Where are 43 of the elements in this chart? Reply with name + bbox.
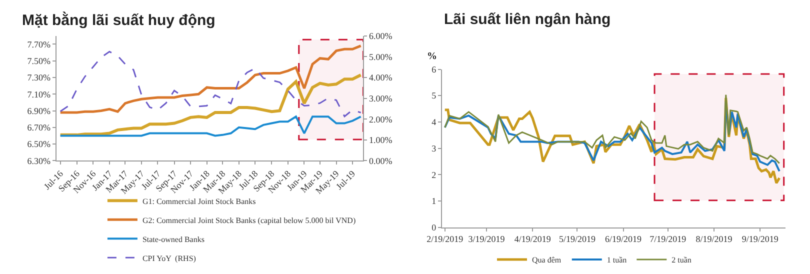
line-series xyxy=(58,73,362,136)
chart-title: Lãi suất liên ngân hàng xyxy=(444,11,611,28)
line-series xyxy=(444,94,780,164)
y-tick-label: 7.10% xyxy=(27,89,52,100)
x-tick-label: 8/19/2019 xyxy=(696,234,733,244)
y-tick-label: 3 xyxy=(432,143,437,154)
y2-tick-label: 5.00% xyxy=(369,52,393,62)
y-tick-label: 1 xyxy=(432,196,436,206)
x-tick-label: 4/19/2019 xyxy=(514,234,552,244)
x-tick-label: 9/19/2019 xyxy=(742,234,779,244)
y-tick-label: 7.70% xyxy=(27,39,52,50)
legend-label: G2: Commercial Joint Stock Banks (capital below 5.000 bil VND) xyxy=(142,216,356,225)
y2-tick-label: 4.00% xyxy=(369,72,393,83)
y-tick-label: 6.50% xyxy=(27,139,52,150)
chart-title: Mặt bằng lãi suất huy động xyxy=(22,11,216,29)
x-tick-label: 3/19/2019 xyxy=(468,234,506,244)
line-series xyxy=(59,116,362,137)
y2-tick-label: 6.00% xyxy=(369,30,393,41)
y-tick-label: 7.50% xyxy=(27,56,52,66)
y-tick-label: 2 xyxy=(432,170,436,180)
x-tick-label: 2/19/2019 xyxy=(426,234,464,244)
y-tick-label: 5 xyxy=(432,90,437,101)
y-tick-label: 6 xyxy=(432,64,437,74)
legend-label: Qua đêm xyxy=(532,256,562,265)
y-tick-label: 0 xyxy=(432,222,437,232)
y2-tick-label: 2.00% xyxy=(369,114,393,124)
y-tick-label: 4 xyxy=(432,117,437,128)
y2-tick-label: 1.00% xyxy=(369,135,393,146)
y2-tick-label: 3.00% xyxy=(369,93,393,104)
legend-label: G1: Commercial Joint Stock Banks xyxy=(142,196,256,206)
y2-tick-label: 0.00% xyxy=(369,156,393,166)
legend-label: 2 tuần xyxy=(672,256,692,265)
y-tick-label: 6.70% xyxy=(27,122,52,133)
legend-label: 1 tuần xyxy=(606,256,627,265)
y-tick-label: 6.30% xyxy=(27,156,52,166)
y-axis-title: % xyxy=(427,51,437,62)
legend-label: State-owned Banks xyxy=(142,234,204,244)
y-tick-label: 6.90% xyxy=(27,106,52,116)
x-tick-label: 6/19/2019 xyxy=(605,234,642,244)
x-tick-label: 7/19/2019 xyxy=(650,234,687,244)
legend-label: CPI YoY (RHS) xyxy=(142,254,196,263)
y-tick-label: 7.30% xyxy=(27,72,52,83)
x-tick-label: 5/19/2019 xyxy=(558,234,596,244)
